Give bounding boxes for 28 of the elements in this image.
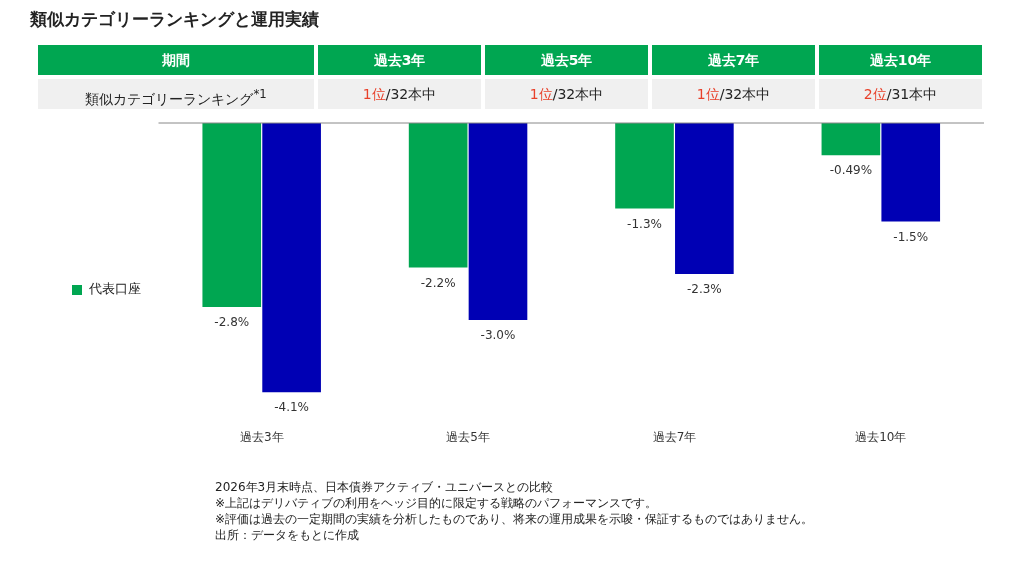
text: 1位/32本中 [652,79,815,109]
text: ※上記はデリバティブの利用をヘッジ目的に限定する戦略のパフォーマンスです。 [215,495,659,511]
legend-label: 代表口座 [87,281,141,297]
text: 期間 [38,45,314,75]
text: 類似カテゴリーランキング$^{*1}$ [38,79,314,109]
text: 1位/32本中 [485,79,648,109]
x-tick-label: 過去3年 [239,429,284,444]
text: 1位/32本中 [318,79,481,109]
text: 出所：データをもとに作成 [215,527,360,543]
data-label: -2.8% [214,315,250,330]
text: ※評価は過去の一定期間の実績を分析したものであり、将来の運用成果を示唆・保証するものではありません。 [215,511,815,527]
data-label: -1.3% [627,216,662,231]
x-tick-label: 過去7年 [652,429,697,444]
data-label: -4.1% [274,400,310,415]
text: 2位/31本中 [819,79,982,109]
chart-title: 類似カテゴリーランキングと運用実績 [30,8,320,31]
category-label: 過去3年 [373,52,426,68]
data-label: -3.0% [480,328,516,343]
category-label: 過去10年 [869,52,932,68]
x-tick-label: 過去10年 [855,429,907,444]
category-label: 過去7年 [707,52,760,68]
x-tick-label: 過去5年 [446,429,490,444]
data-label: -0.49% [829,163,873,178]
text: 2026年3月末時点、日本債券アクティブ・ユニバースとの比較 [215,479,555,495]
category-label: 過去5年 [540,52,593,68]
data-label: -2.2% [420,275,456,290]
data-label: -1.5% [893,229,929,244]
data-label: -2.3% [686,282,722,297]
